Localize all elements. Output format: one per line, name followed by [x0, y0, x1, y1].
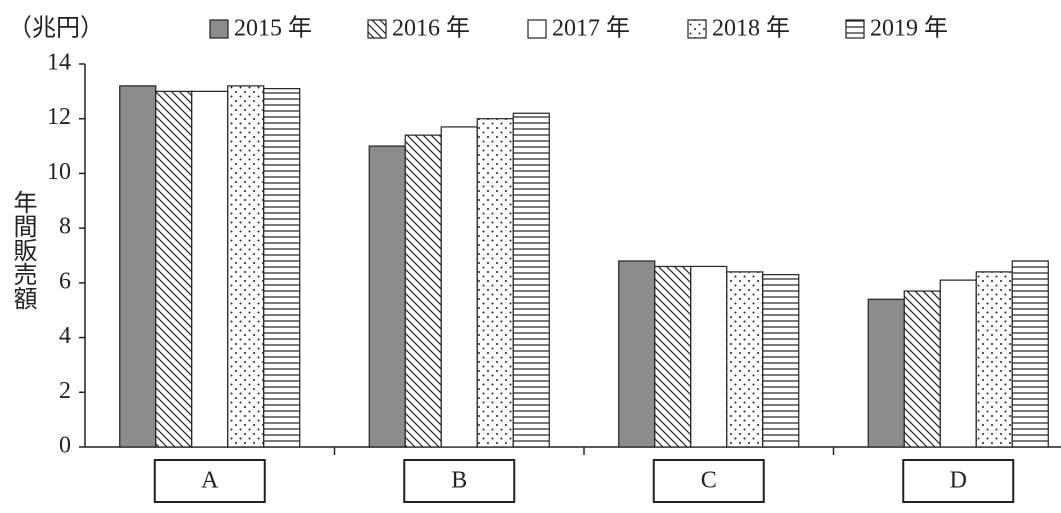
bar — [368, 145, 406, 448]
bar — [903, 290, 941, 448]
y-unit: （兆円） — [8, 15, 104, 42]
category-box — [403, 459, 516, 503]
bar — [512, 112, 550, 448]
legend-label: 2015 年 — [234, 15, 312, 42]
category-box — [902, 459, 1015, 503]
y-tick-label: 4 — [59, 323, 71, 349]
bar — [119, 85, 157, 448]
legend-swatch — [527, 19, 547, 39]
legend-label: 2018 年 — [712, 15, 790, 42]
bar — [404, 134, 442, 448]
bar — [440, 126, 478, 448]
legend-swatch — [845, 19, 865, 39]
x-tick-label: B — [451, 468, 467, 494]
bar — [690, 265, 728, 448]
bar — [939, 279, 977, 448]
y-axis-label: 年間販売額 — [9, 190, 37, 310]
x-tick-label: A — [201, 468, 219, 494]
y-tick-label: 12 — [47, 104, 71, 130]
y-tick-label: 6 — [59, 268, 71, 294]
y-tick-label: 14 — [47, 50, 71, 76]
x-tick-label: C — [701, 468, 717, 494]
bar — [618, 260, 656, 448]
bar — [476, 118, 514, 448]
bar — [867, 298, 905, 448]
bar — [975, 271, 1013, 448]
legend-label: 2017 年 — [552, 15, 630, 42]
legend-swatch — [367, 19, 387, 39]
bar — [1011, 260, 1049, 448]
category-box — [153, 459, 266, 503]
bar — [762, 274, 800, 448]
legend-swatch — [209, 19, 229, 39]
x-tick-label: D — [950, 468, 967, 494]
bar — [227, 85, 265, 448]
y-tick-label: 0 — [59, 433, 71, 459]
bar — [155, 90, 193, 448]
bar — [191, 90, 229, 448]
legend-label: 2019 年 — [870, 15, 948, 42]
y-tick-label: 8 — [59, 214, 71, 240]
legend-label: 2016 年 — [392, 15, 470, 42]
bar — [654, 265, 692, 448]
legend-swatch — [687, 19, 707, 39]
category-box — [652, 459, 765, 503]
bar — [726, 271, 764, 448]
y-tick-label: 2 — [59, 378, 71, 404]
bar — [263, 88, 301, 448]
y-tick-label: 10 — [47, 159, 71, 185]
